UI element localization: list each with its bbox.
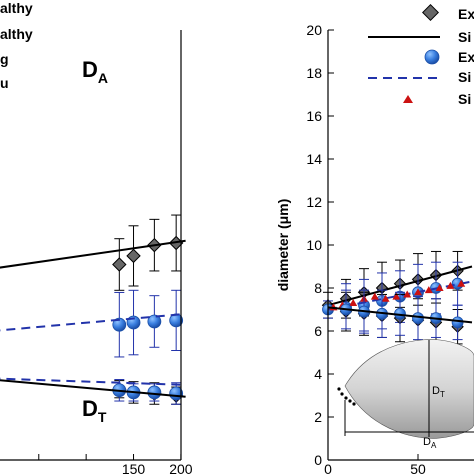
series-0	[112, 214, 184, 291]
right-legend-label: Si	[458, 69, 471, 85]
left-legend-label: althy	[0, 0, 33, 16]
circle-marker	[147, 385, 162, 400]
diamond-marker	[112, 257, 127, 272]
series-1	[0, 239, 186, 269]
right-x-tick-label: 50	[410, 461, 426, 474]
right-y-tick-label: 12	[306, 194, 322, 210]
triangle-marker	[457, 279, 466, 287]
circle-marker	[451, 316, 464, 329]
circle-marker	[147, 314, 162, 329]
left-legend-label: althy	[0, 26, 33, 42]
right-panel: 0 2 4 6 8 10 12 14 16 18 20 0 50 diameter (μm) DT D…	[275, 4, 474, 474]
legend-marker-triangle	[403, 95, 413, 103]
series-3	[0, 312, 186, 332]
series-7	[0, 377, 186, 386]
left-legend-label: g	[0, 51, 9, 67]
triangle-marker	[392, 292, 401, 300]
solid-simulation-line	[0, 239, 186, 269]
series-7	[327, 306, 473, 324]
left-x-tick-label: 150	[122, 461, 146, 474]
dashed-simulation-line	[0, 312, 186, 332]
right-y-tick-label: 2	[314, 409, 322, 425]
cell-shape	[344, 339, 474, 439]
right-x-tick-label: 0	[324, 461, 332, 474]
triangle-marker	[435, 284, 444, 291]
right-legend-label: Ex	[458, 49, 474, 65]
inset-dt-label: DT	[432, 385, 445, 399]
series-6	[0, 379, 186, 398]
triangle-marker	[414, 288, 422, 296]
triangle-marker	[349, 299, 358, 307]
triangle-marker	[424, 286, 433, 294]
left-x-tick-label: 200	[169, 461, 193, 474]
right-legend-label: Si	[458, 29, 471, 45]
right-y-tick-label: 14	[306, 151, 322, 167]
solid-simulation-line	[327, 306, 473, 324]
solid-simulation-line	[0, 379, 186, 398]
right-y-tick-label: 10	[306, 237, 322, 253]
right-y-axis-label: diameter (μm)	[275, 199, 291, 292]
diamond-marker	[126, 248, 141, 264]
right-y-tick-label: 20	[306, 22, 322, 38]
cell-inset: DT DA	[337, 339, 474, 450]
right-y-tick-label: 8	[314, 280, 322, 296]
left-panel: 150 200 althy althy g u DA DT	[0, 0, 193, 474]
triangle-marker	[381, 294, 390, 302]
circle-marker	[112, 317, 127, 332]
triangle-marker	[370, 292, 379, 300]
series-2	[112, 289, 184, 358]
left-legend: althy althy g u	[0, 0, 33, 91]
da-annotation: DA	[82, 57, 108, 86]
right-legend-label: Si	[458, 91, 471, 107]
right-legend-label: Ex	[458, 6, 474, 22]
legend-marker-diamond	[422, 4, 439, 21]
right-y-tick-label: 18	[306, 65, 322, 81]
right-y-tick-label: 6	[314, 323, 322, 339]
legend-marker-circle	[424, 49, 440, 65]
right-y-tick-label: 0	[314, 452, 322, 468]
right-y-tick-label: 4	[314, 366, 322, 382]
dt-annotation: DT	[82, 396, 107, 425]
inset-da-label: DA	[423, 436, 437, 450]
attachment-points	[337, 387, 356, 406]
triangle-marker	[403, 290, 412, 298]
triangle-marker	[446, 281, 455, 289]
dashed-simulation-line	[0, 377, 186, 386]
right-legend: Ex Si Ex Si Si	[368, 4, 474, 107]
right-y-tick-label: 16	[306, 108, 322, 124]
left-legend-label: u	[0, 75, 9, 91]
